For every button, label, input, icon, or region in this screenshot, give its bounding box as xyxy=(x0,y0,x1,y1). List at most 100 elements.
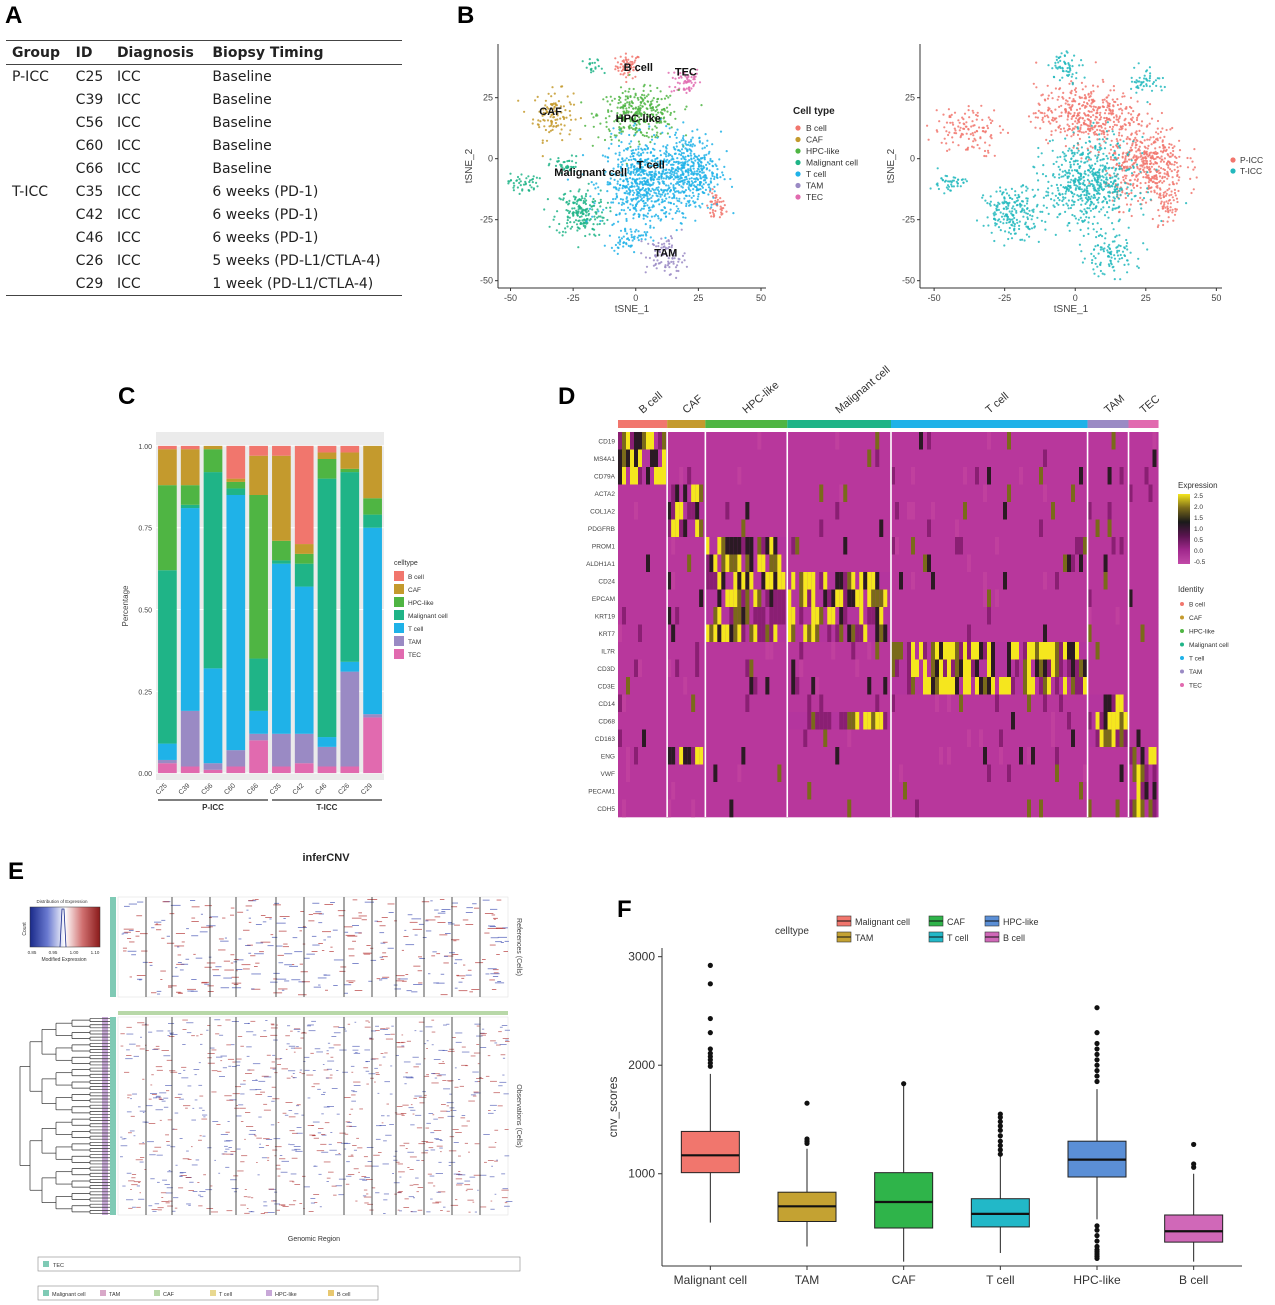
scatter-point xyxy=(663,152,665,154)
scatter-point xyxy=(1098,133,1100,135)
scatter-point xyxy=(1055,87,1057,89)
heatmap-cell xyxy=(721,555,725,573)
id-cell: C46 xyxy=(70,226,111,249)
heatmap-cell xyxy=(658,467,662,485)
scatter-point xyxy=(1073,160,1075,162)
scatter-point xyxy=(676,229,678,231)
scatter-point xyxy=(542,119,544,121)
scatter-point xyxy=(689,204,691,206)
scatter-point xyxy=(626,101,628,103)
y-tick-label: -50 xyxy=(480,276,493,286)
scatter-point xyxy=(1067,118,1069,120)
scatter-point xyxy=(1162,224,1164,226)
heatmap-row-bg xyxy=(891,450,1088,468)
scatter-point xyxy=(1111,176,1113,178)
bar-segment xyxy=(363,528,382,714)
scatter-point xyxy=(1136,157,1138,159)
bar-segment xyxy=(272,456,291,541)
scatter-point xyxy=(707,207,709,209)
scatter-point xyxy=(565,209,567,211)
heatmap-cell xyxy=(713,625,717,643)
scatter-point xyxy=(1133,171,1135,173)
scatter-point xyxy=(1111,128,1113,130)
scatter-point xyxy=(698,168,700,170)
scatter-point xyxy=(1151,166,1153,168)
heatmap-cell xyxy=(899,572,903,590)
heatmap-cell xyxy=(618,467,622,485)
heatmap-cell xyxy=(975,467,979,485)
scatter-point xyxy=(1166,193,1168,195)
scatter-point xyxy=(1011,188,1013,190)
scatter-point xyxy=(674,148,676,150)
scatter-point xyxy=(653,259,655,261)
scatter-point xyxy=(612,198,614,200)
scatter-point xyxy=(1066,188,1068,190)
scatter-point xyxy=(601,68,603,70)
scatter-point xyxy=(1058,96,1060,98)
scatter-point xyxy=(1118,168,1120,170)
scatter-point xyxy=(1120,194,1122,196)
scatter-point xyxy=(638,174,640,176)
heatmap-cell xyxy=(1035,642,1039,660)
heatmap-cell xyxy=(699,520,703,538)
scatter-point xyxy=(1156,152,1158,154)
scatter-point xyxy=(1078,64,1080,66)
scatter-point xyxy=(640,131,642,133)
group-cell xyxy=(6,272,70,296)
scatter-point xyxy=(582,213,584,215)
scatter-point xyxy=(998,209,1000,211)
heatmap-cell xyxy=(630,467,634,485)
scatter-point xyxy=(1105,122,1107,124)
scatter-point xyxy=(679,168,681,170)
heatmap-cell xyxy=(871,712,875,730)
scatter-point xyxy=(1092,268,1094,270)
scatter-point xyxy=(1067,224,1069,226)
scatter-point xyxy=(1058,115,1060,117)
scatter-point xyxy=(615,153,617,155)
scatter-point xyxy=(630,164,632,166)
scatter-point xyxy=(635,93,637,95)
heatmap-cell xyxy=(1079,467,1083,485)
scatter-point xyxy=(991,137,993,139)
heatmap-cell xyxy=(847,712,851,730)
scatter-point xyxy=(641,94,643,96)
scatter-point xyxy=(1048,121,1050,123)
scatter-point xyxy=(1072,131,1074,133)
scatter-point xyxy=(1065,203,1067,205)
scatter-point xyxy=(619,129,621,131)
scatter-point xyxy=(1068,148,1070,150)
scatter-point xyxy=(1125,108,1127,110)
scatter-point xyxy=(1002,202,1004,204)
scatter-point xyxy=(627,207,629,209)
heatmap-cell xyxy=(815,625,819,643)
group-cell xyxy=(6,249,70,272)
scatter-point xyxy=(1174,214,1176,216)
scatter-point xyxy=(1147,113,1149,115)
heatmap-cell xyxy=(943,660,947,678)
scatter-point xyxy=(589,58,591,60)
scatter-point xyxy=(569,110,571,112)
scatter-point xyxy=(607,181,609,183)
scatter-point xyxy=(610,96,612,98)
scatter-point xyxy=(576,229,578,231)
scatter-point xyxy=(1126,242,1128,244)
scatter-point xyxy=(1051,92,1053,94)
heatmap-cell xyxy=(923,555,927,573)
heatmap-cell xyxy=(729,800,733,818)
diagnosis-cell: ICC xyxy=(111,111,206,134)
scatter-point xyxy=(704,147,706,149)
heatmap-cell xyxy=(895,660,899,678)
scatter-point xyxy=(620,141,622,143)
scatter-point xyxy=(1157,133,1159,135)
heatmap-cell xyxy=(761,537,765,555)
scatter-point xyxy=(702,142,704,144)
scatter-point xyxy=(681,261,683,263)
heatmap-cell xyxy=(819,607,823,625)
scatter-point xyxy=(1157,209,1159,211)
heatmap-cell xyxy=(983,485,987,503)
scatter-point xyxy=(637,146,639,148)
heatmap-cell xyxy=(991,660,995,678)
bar-segment xyxy=(226,446,245,479)
scatter-point xyxy=(548,131,550,133)
